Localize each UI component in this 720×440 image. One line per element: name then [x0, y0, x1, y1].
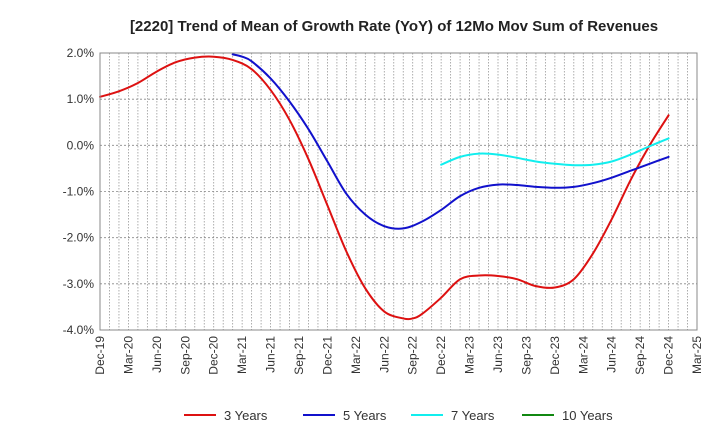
x-tick-label: Mar-20 — [121, 336, 135, 374]
x-tick-label: Mar-21 — [235, 336, 249, 374]
legend-item-7-years: 7 Years — [411, 408, 495, 423]
y-axis-tick-labels: -4.0% -3.0% -2.0% -1.0% 0.0% 1.0% 2.0% — [63, 46, 95, 337]
x-tick-label: Mar-22 — [349, 336, 363, 374]
x-tick-label: Sep-21 — [292, 336, 306, 375]
y-tick-label: -4.0% — [63, 323, 95, 337]
legend-label: 5 Years — [343, 408, 387, 423]
x-tick-label: Mar-24 — [576, 336, 590, 374]
x-axis-tick-labels: Dec-19 Mar-20 Jun-20 Sep-20 Dec-20 Mar-21 Jun-… — [93, 336, 704, 375]
x-tick-label: Dec-24 — [662, 336, 676, 375]
x-tick-label: Mar-23 — [463, 336, 477, 374]
series-line-7-years — [440, 137, 670, 167]
x-tick-label: Sep-23 — [519, 336, 533, 375]
x-tick-label: Dec-19 — [93, 336, 107, 375]
chart-title: [2220] Trend of Mean of Growth Rate (YoY… — [130, 18, 658, 35]
x-tick-label: Dec-22 — [434, 336, 448, 375]
x-tick-label: Jun-23 — [491, 336, 505, 373]
legend: 3 Years 5 Years 7 Years 10 Years — [184, 408, 613, 423]
x-tick-label: Dec-20 — [207, 336, 221, 375]
legend-item-3-years: 3 Years — [184, 408, 268, 423]
legend-label: 7 Years — [451, 408, 495, 423]
series-line-5-years — [231, 53, 670, 230]
y-tick-label: 0.0% — [67, 138, 95, 152]
x-tick-label: Dec-21 — [320, 336, 334, 375]
x-tick-label: Sep-24 — [633, 336, 647, 375]
y-tick-label: -3.0% — [63, 277, 95, 291]
x-tick-label: Sep-22 — [406, 336, 420, 375]
y-tick-label: 1.0% — [67, 92, 95, 106]
plot-frame — [99, 52, 698, 331]
x-tick-label: Mar-25 — [690, 336, 704, 374]
x-tick-label: Dec-23 — [548, 336, 562, 375]
x-tick-label: Jun-20 — [150, 336, 164, 373]
y-tick-label: -2.0% — [63, 231, 95, 245]
series-layer — [99, 53, 670, 321]
legend-item-5-years: 5 Years — [303, 408, 387, 423]
legend-label: 3 Years — [224, 408, 268, 423]
grid-layer — [100, 52, 697, 331]
legend-item-10-years: 10 Years — [522, 408, 613, 423]
y-tick-label: 2.0% — [67, 46, 95, 60]
series-line-3-years — [99, 55, 670, 321]
x-tick-label: Jun-24 — [605, 336, 619, 373]
legend-label: 10 Years — [562, 408, 613, 423]
y-tick-label: -1.0% — [63, 185, 95, 199]
x-tick-label: Jun-21 — [264, 336, 278, 373]
x-tick-label: Jun-22 — [377, 336, 391, 373]
x-tick-label: Sep-20 — [178, 336, 192, 375]
